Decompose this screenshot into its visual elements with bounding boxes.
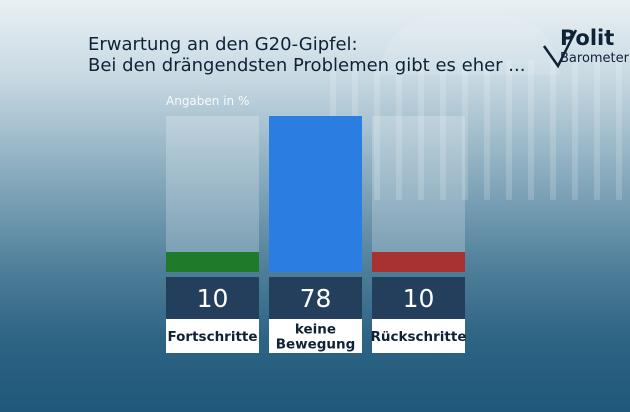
value-box — [269, 277, 362, 319]
title-line-1: Erwartung an den G20-Gipfel: — [88, 34, 358, 55]
logo-text-polit: Polit — [560, 26, 615, 50]
bar — [372, 252, 465, 272]
category-box — [166, 319, 259, 353]
data-label: 78 — [300, 284, 332, 313]
category-box — [372, 319, 465, 353]
background-dome — [380, 15, 560, 75]
bar-background — [166, 116, 259, 272]
background-building — [330, 60, 630, 200]
category-label: Rückschritte — [371, 329, 467, 345]
category-label: Fortschritte — [167, 329, 257, 345]
category-box — [269, 319, 362, 353]
value-box — [372, 277, 465, 319]
unit-label: Angaben in % — [166, 94, 250, 108]
title-line-2: Bei den drängendsten Problemen gibt es e… — [88, 55, 526, 76]
chart-title: Erwartung an den G20-Gipfel: Bei den drä… — [88, 34, 525, 76]
logo-text-barometer: Barometer — [560, 51, 629, 66]
bar-background — [372, 116, 465, 272]
checkmark-icon — [542, 29, 578, 69]
politbarometer-logo: Polit Barometer — [540, 24, 630, 72]
bar — [166, 252, 259, 272]
data-label: 10 — [197, 284, 229, 313]
value-box — [166, 277, 259, 319]
bar — [269, 116, 362, 272]
category-label: keine Bewegung — [276, 322, 356, 353]
data-label: 10 — [403, 284, 435, 313]
